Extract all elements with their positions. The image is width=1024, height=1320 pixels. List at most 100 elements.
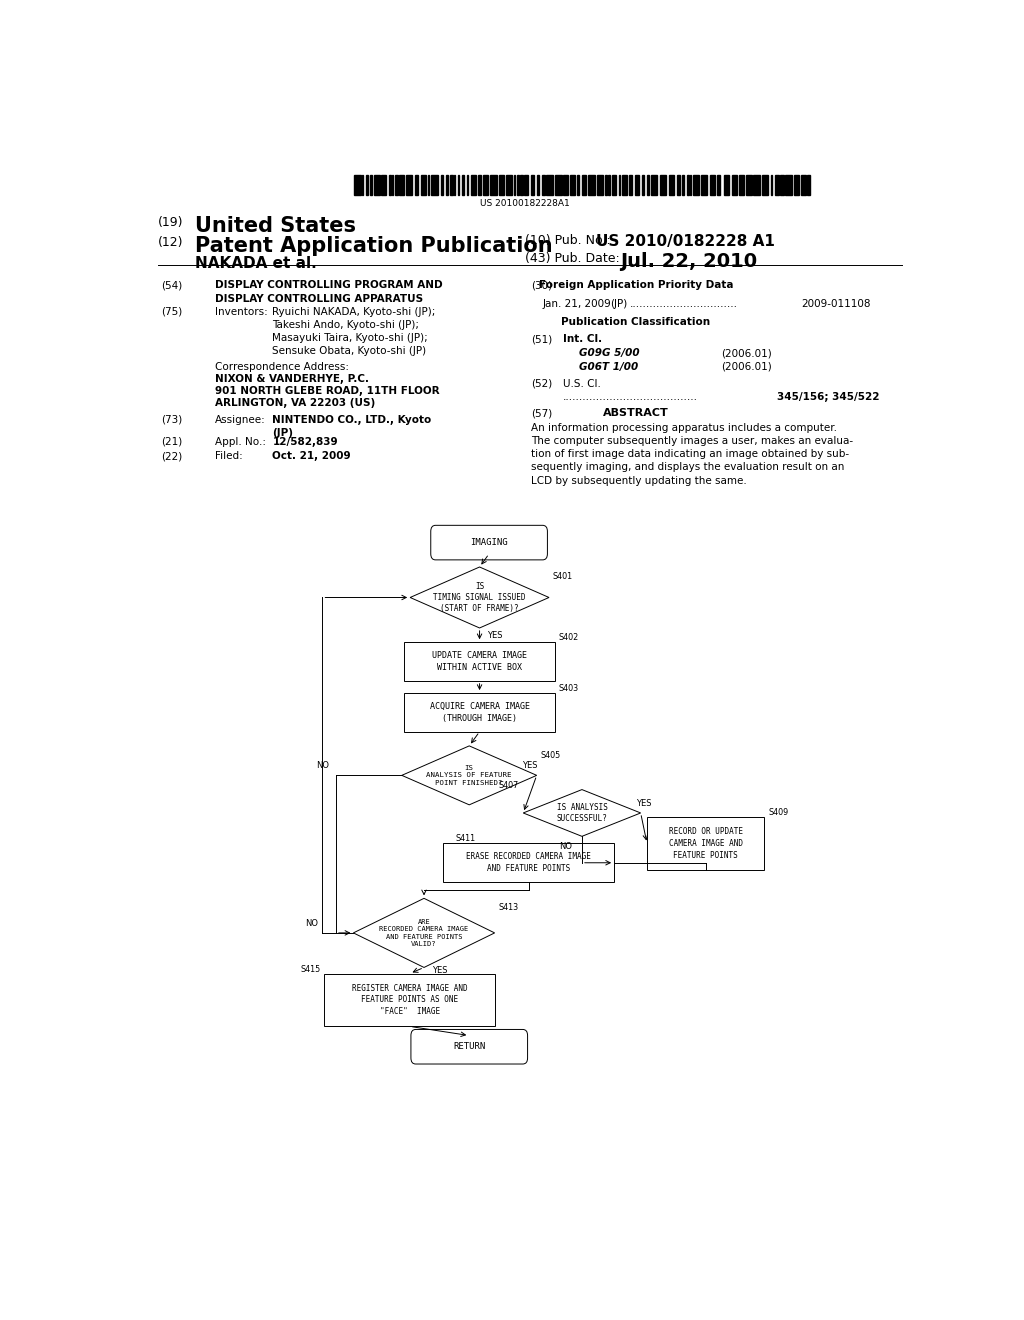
Bar bbox=[659, 174, 667, 195]
Bar bbox=[398, 174, 403, 195]
Bar bbox=[612, 174, 616, 195]
Bar bbox=[682, 174, 684, 195]
Bar bbox=[701, 174, 708, 195]
Bar bbox=[801, 174, 806, 195]
Bar bbox=[589, 174, 595, 195]
Text: Inventors:: Inventors: bbox=[215, 306, 268, 317]
Text: NIXON & VANDERHYE, P.C.: NIXON & VANDERHYE, P.C. bbox=[215, 374, 370, 384]
Bar bbox=[647, 174, 649, 195]
Text: S415: S415 bbox=[300, 965, 321, 974]
Bar bbox=[421, 174, 426, 195]
Bar bbox=[506, 174, 512, 195]
Text: (21): (21) bbox=[162, 437, 182, 447]
Polygon shape bbox=[401, 746, 537, 805]
Bar bbox=[462, 174, 465, 195]
Bar bbox=[622, 174, 627, 195]
Text: IS
ANALYSIS OF FEATURE
POINT FINISHED?: IS ANALYSIS OF FEATURE POINT FINISHED? bbox=[427, 764, 512, 785]
Bar bbox=[569, 174, 574, 195]
Bar bbox=[608, 174, 609, 195]
Bar bbox=[690, 174, 691, 195]
Bar bbox=[406, 174, 412, 195]
Text: Publication Classification: Publication Classification bbox=[561, 317, 711, 327]
Bar bbox=[454, 174, 455, 195]
Text: RETURN: RETURN bbox=[454, 1043, 485, 1051]
Bar bbox=[374, 174, 380, 195]
Bar bbox=[563, 174, 568, 195]
Text: NO: NO bbox=[316, 762, 330, 771]
Bar bbox=[651, 174, 657, 195]
Bar bbox=[670, 174, 675, 195]
Bar bbox=[404, 643, 555, 681]
Text: NO: NO bbox=[559, 842, 572, 851]
Text: S403: S403 bbox=[559, 684, 579, 693]
Text: (10) Pub. No.:: (10) Pub. No.: bbox=[524, 234, 610, 247]
Text: (12): (12) bbox=[158, 236, 183, 248]
Bar bbox=[582, 174, 586, 195]
Text: NAKADA et al.: NAKADA et al. bbox=[196, 256, 317, 271]
Bar bbox=[555, 174, 561, 195]
Text: IS ANALYSIS
SUCCESSFUL?: IS ANALYSIS SUCCESSFUL? bbox=[556, 803, 607, 822]
Bar bbox=[808, 174, 810, 195]
Text: U.S. Cl.: U.S. Cl. bbox=[563, 379, 601, 389]
Text: (73): (73) bbox=[162, 414, 182, 425]
Text: (2006.01): (2006.01) bbox=[722, 348, 772, 359]
Text: (22): (22) bbox=[162, 451, 182, 461]
Bar bbox=[629, 174, 632, 195]
Text: YES: YES bbox=[522, 762, 538, 771]
Bar bbox=[467, 174, 468, 195]
Text: RECORD OR UPDATE
CAMERA IMAGE AND
FEATURE POINTS: RECORD OR UPDATE CAMERA IMAGE AND FEATUR… bbox=[669, 828, 742, 859]
Text: (54): (54) bbox=[162, 280, 182, 290]
Bar bbox=[762, 174, 768, 195]
Bar bbox=[370, 174, 373, 195]
Bar bbox=[745, 174, 752, 195]
Text: sequently imaging, and displays the evaluation result on an: sequently imaging, and displays the eval… bbox=[531, 462, 845, 473]
Bar bbox=[477, 174, 481, 195]
Bar bbox=[597, 174, 603, 195]
Bar bbox=[440, 174, 443, 195]
Text: Oct. 21, 2009: Oct. 21, 2009 bbox=[272, 451, 351, 461]
Text: S405: S405 bbox=[541, 751, 561, 760]
Text: (52): (52) bbox=[531, 379, 552, 389]
Text: US 2010/0182228 A1: US 2010/0182228 A1 bbox=[596, 234, 775, 248]
Text: Ryuichi NAKADA, Kyoto-shi (JP);: Ryuichi NAKADA, Kyoto-shi (JP); bbox=[272, 306, 436, 317]
Text: 2009-011108: 2009-011108 bbox=[801, 298, 870, 309]
FancyBboxPatch shape bbox=[431, 525, 548, 560]
Text: Jul. 22, 2010: Jul. 22, 2010 bbox=[620, 252, 757, 271]
Bar bbox=[395, 174, 397, 195]
Text: NINTENDO CO., LTD., Kyoto
(JP): NINTENDO CO., LTD., Kyoto (JP) bbox=[272, 414, 432, 438]
Text: 345/156; 345/522: 345/156; 345/522 bbox=[777, 392, 880, 403]
Bar bbox=[354, 174, 360, 195]
Polygon shape bbox=[353, 899, 495, 968]
Bar bbox=[678, 174, 680, 195]
Text: G09G 5/00: G09G 5/00 bbox=[579, 348, 639, 359]
Text: REGISTER CAMERA IMAGE AND
FEATURE POINTS AS ONE
"FACE"  IMAGE: REGISTER CAMERA IMAGE AND FEATURE POINTS… bbox=[352, 983, 468, 1016]
Bar bbox=[537, 174, 540, 195]
Text: 901 NORTH GLEBE ROAD, 11TH FLOOR: 901 NORTH GLEBE ROAD, 11TH FLOOR bbox=[215, 385, 440, 396]
Text: ................................: ................................ bbox=[631, 298, 738, 309]
Text: Sensuke Obata, Kyoto-shi (JP): Sensuke Obata, Kyoto-shi (JP) bbox=[272, 346, 427, 356]
Text: ACQUIRE CAMERA IMAGE
(THROUGH IMAGE): ACQUIRE CAMERA IMAGE (THROUGH IMAGE) bbox=[429, 702, 529, 723]
Text: IMAGING: IMAGING bbox=[470, 539, 508, 546]
Bar bbox=[325, 974, 495, 1027]
Bar bbox=[428, 174, 429, 195]
Bar bbox=[450, 174, 453, 195]
Text: YES: YES bbox=[432, 966, 447, 975]
Text: S409: S409 bbox=[768, 808, 788, 817]
Text: (43) Pub. Date:: (43) Pub. Date: bbox=[524, 252, 620, 265]
Bar bbox=[415, 174, 418, 195]
Text: S407: S407 bbox=[499, 780, 519, 789]
Bar bbox=[381, 174, 386, 195]
Bar bbox=[642, 174, 644, 195]
Bar bbox=[775, 174, 778, 195]
Text: Jan. 21, 2009: Jan. 21, 2009 bbox=[543, 298, 611, 309]
Bar bbox=[693, 174, 699, 195]
Text: S413: S413 bbox=[499, 903, 519, 912]
Text: ........................................: ........................................ bbox=[563, 392, 698, 403]
Text: ARE
RECORDED CAMERA IMAGE
AND FEATURE POINTS
VALID?: ARE RECORDED CAMERA IMAGE AND FEATURE PO… bbox=[379, 919, 469, 948]
Text: IS
TIMING SIGNAL ISSUED
(START OF FRAME)?: IS TIMING SIGNAL ISSUED (START OF FRAME)… bbox=[433, 582, 525, 612]
Text: G06T 1/00: G06T 1/00 bbox=[579, 362, 638, 372]
Text: S401: S401 bbox=[553, 572, 573, 581]
Text: Assignee:: Assignee: bbox=[215, 414, 266, 425]
Bar bbox=[514, 174, 515, 195]
Text: (19): (19) bbox=[158, 216, 183, 230]
